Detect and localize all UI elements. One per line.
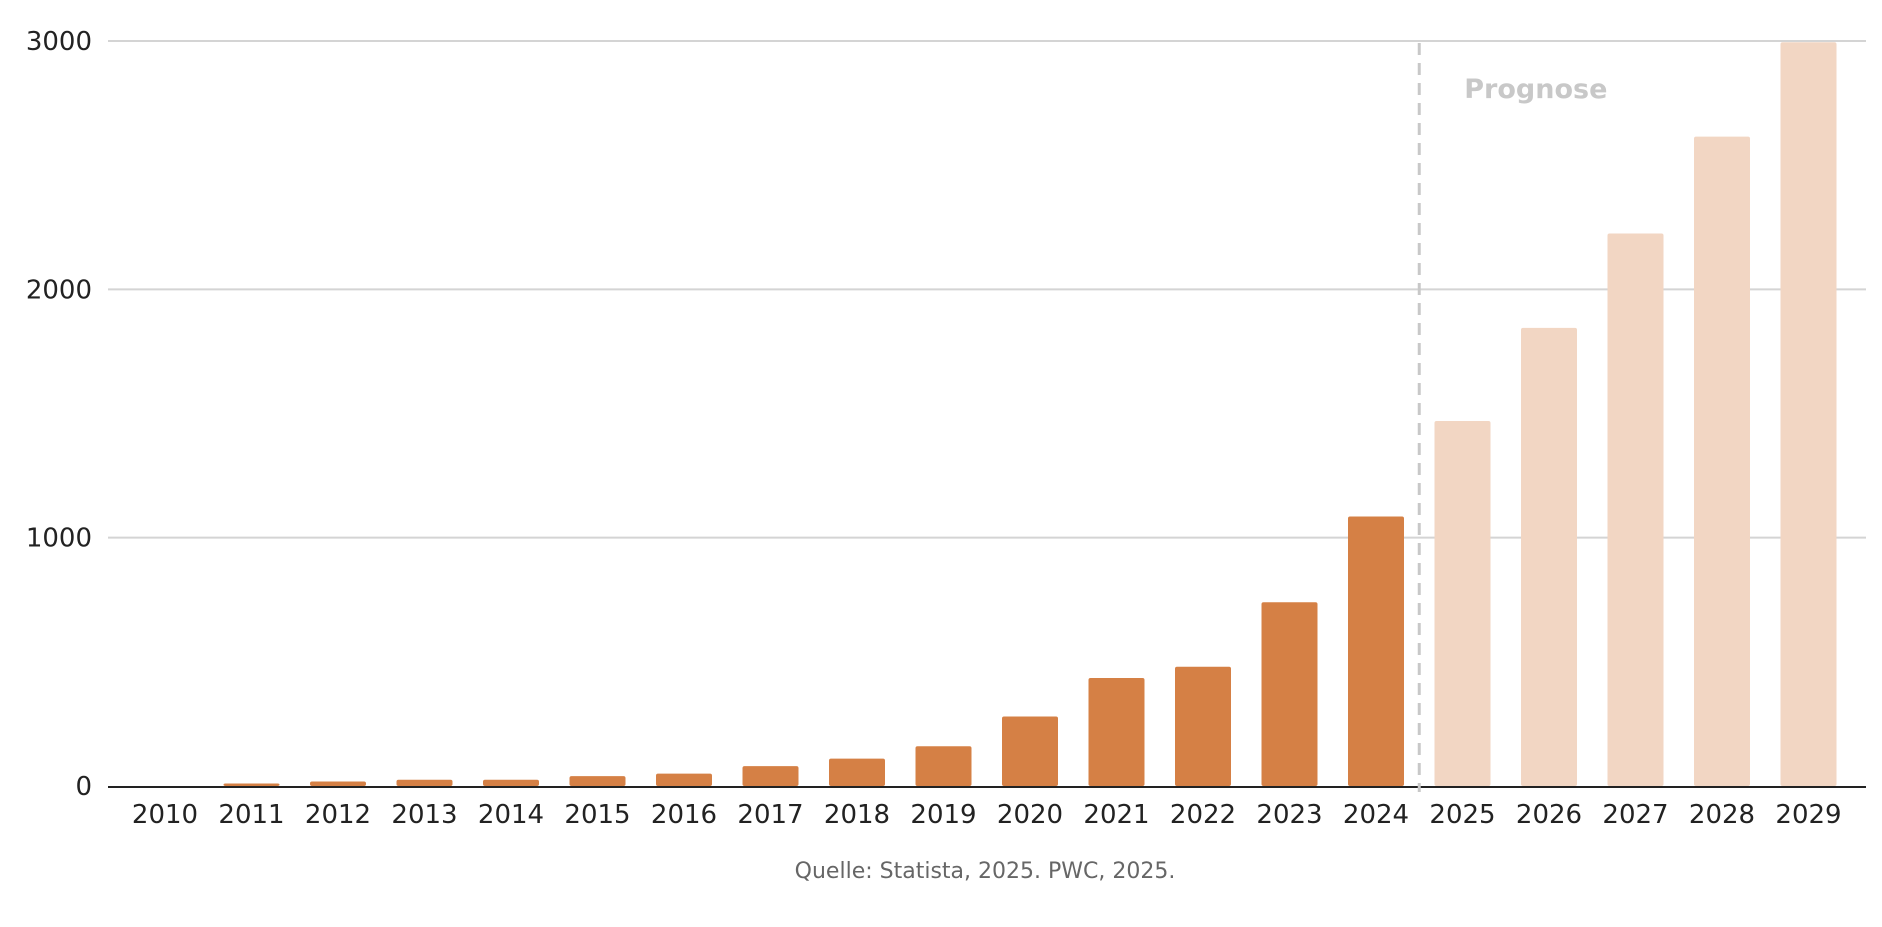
bar-2028 bbox=[1694, 136, 1750, 786]
source-note: Quelle: Statista, 2025. PWC, 2025. bbox=[795, 859, 1176, 884]
bar-2017 bbox=[742, 766, 799, 786]
bar-2026 bbox=[1521, 327, 1577, 786]
x-tick-label-2015: 2015 bbox=[564, 800, 630, 830]
y-tick-label-0: 0 bbox=[75, 772, 92, 802]
bar-2029 bbox=[1780, 42, 1837, 787]
bar-2013 bbox=[396, 779, 453, 786]
x-tick-label-2024: 2024 bbox=[1343, 800, 1409, 830]
bar-2016 bbox=[656, 773, 712, 786]
bar-2025 bbox=[1434, 420, 1491, 786]
bar-2020 bbox=[1002, 716, 1058, 786]
x-tick-label-2018: 2018 bbox=[824, 800, 890, 830]
y-tick-label-3000: 3000 bbox=[26, 27, 92, 57]
x-tick-label-2011: 2011 bbox=[218, 800, 284, 830]
forecast-label: Prognose bbox=[1464, 74, 1607, 105]
x-tick-label-2028: 2028 bbox=[1689, 800, 1755, 830]
x-tick-label-2016: 2016 bbox=[651, 800, 717, 830]
bar-2027 bbox=[1607, 233, 1664, 787]
x-tick-label-2027: 2027 bbox=[1602, 800, 1668, 830]
x-tick-label-2025: 2025 bbox=[1429, 800, 1495, 830]
x-tick-label-2010: 2010 bbox=[132, 800, 198, 830]
x-tick-label-2013: 2013 bbox=[391, 800, 457, 830]
y-tick-label-2000: 2000 bbox=[26, 275, 92, 305]
bar-2012 bbox=[310, 781, 366, 786]
bar-2024 bbox=[1348, 516, 1404, 786]
bar-2015 bbox=[569, 776, 626, 786]
bar-2023 bbox=[1261, 602, 1318, 786]
bar-2022 bbox=[1175, 666, 1231, 786]
bar-2019 bbox=[915, 746, 972, 786]
bar-2014 bbox=[483, 779, 539, 786]
x-tick-label-2029: 2029 bbox=[1775, 800, 1841, 830]
x-tick-label-2022: 2022 bbox=[1170, 800, 1236, 830]
x-axis-ticks: 2010 2011 2012 2013 2014 2015 2016 2017 2018 2019… bbox=[132, 800, 1842, 830]
x-tick-label-2026: 2026 bbox=[1516, 800, 1582, 830]
x-tick-label-2012: 2012 bbox=[305, 800, 371, 830]
bar-2011 bbox=[223, 783, 280, 786]
x-tick-label-2019: 2019 bbox=[910, 800, 976, 830]
y-axis-ticks: 0 1000 2000 3000 bbox=[26, 27, 92, 802]
grid-lines bbox=[108, 40, 1866, 539]
bar-2018 bbox=[829, 758, 885, 786]
x-tick-label-2023: 2023 bbox=[1256, 800, 1322, 830]
x-tick-label-2020: 2020 bbox=[997, 800, 1063, 830]
x-tick-label-2014: 2014 bbox=[478, 800, 544, 830]
x-tick-label-2017: 2017 bbox=[737, 800, 803, 830]
x-tick-label-2021: 2021 bbox=[1083, 800, 1149, 830]
bar-2021 bbox=[1088, 677, 1145, 786]
bars bbox=[223, 42, 1837, 787]
y-tick-label-1000: 1000 bbox=[26, 524, 92, 554]
